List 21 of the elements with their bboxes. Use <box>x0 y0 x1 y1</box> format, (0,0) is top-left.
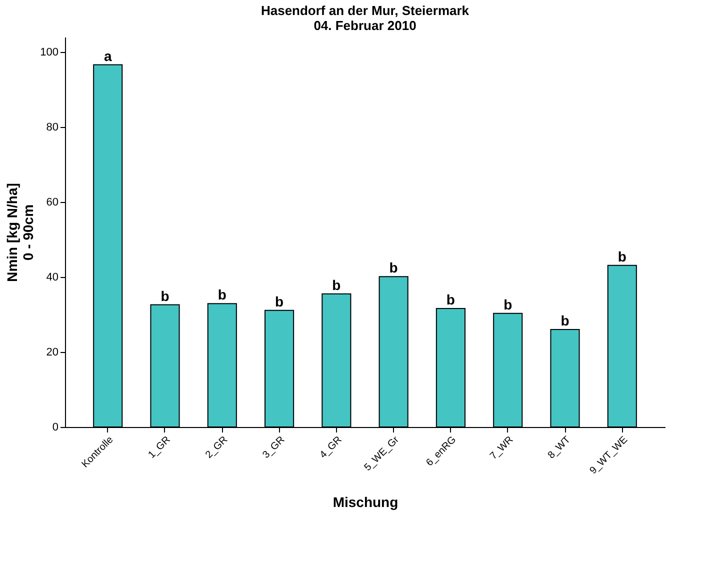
x-axis-title: Mischung <box>332 494 398 510</box>
y-tick-label: 40 <box>46 272 58 284</box>
text: 04. Februar 2010 <box>314 18 416 33</box>
annotation: b <box>446 292 455 308</box>
annotation: b <box>160 288 170 304</box>
text: Nmin [kg N/ha] <box>4 183 20 282</box>
y-tick-label: 0 <box>52 422 58 434</box>
annotation: b <box>275 293 284 310</box>
text: Hasendorf an der Mur, Steiermark <box>260 3 470 18</box>
y-tick-label: 20 <box>46 346 58 358</box>
y-tick-label: 60 <box>46 196 58 208</box>
annotation: b <box>332 276 341 293</box>
annotation: b <box>389 260 398 276</box>
annotation: b <box>218 286 226 303</box>
text: 0 - 90cm <box>20 204 36 261</box>
annotation: a <box>104 48 112 64</box>
annotation: b <box>504 296 512 312</box>
annotation: b <box>560 312 570 328</box>
y-tick-label: 100 <box>40 46 58 58</box>
y-tick-label: 80 <box>46 122 58 134</box>
annotation: b <box>618 248 626 264</box>
